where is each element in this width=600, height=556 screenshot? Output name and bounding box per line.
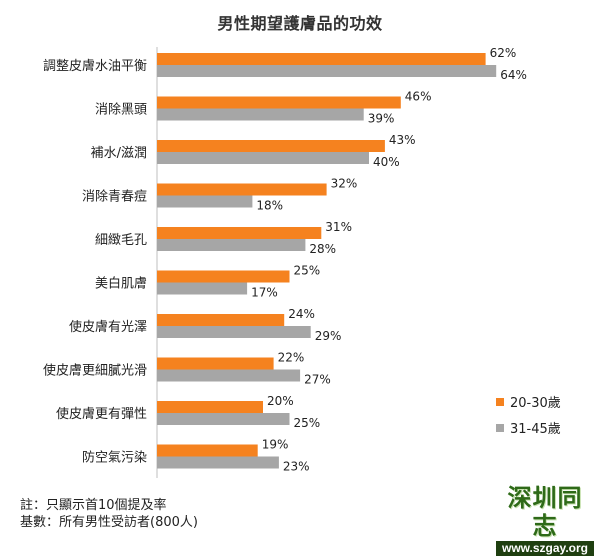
data-label: 28%: [309, 242, 336, 256]
bar-age-31-45: [157, 413, 290, 425]
data-label: 29%: [315, 329, 342, 343]
bar-age-31-45: [157, 326, 311, 338]
bar-age-31-45: [157, 108, 364, 121]
category-label: 防空氣污染: [82, 450, 147, 466]
bar-age-20-30: [157, 96, 401, 109]
bar-age-31-45: [157, 65, 497, 77]
data-label: 17%: [251, 286, 278, 300]
data-label: 18%: [256, 199, 283, 213]
watermark-name: 深圳同志: [507, 483, 583, 540]
data-label: 40%: [373, 155, 400, 169]
category-label: 補水/滋潤: [91, 146, 147, 161]
data-label: 19%: [262, 438, 289, 452]
category-label: 使皮膚更細膩光滑: [43, 363, 147, 379]
watermark-url: www.szgay.org: [496, 541, 594, 556]
bar-age-20-30: [157, 401, 263, 413]
footnote-top-10: 註：只顯示首10個提及率: [20, 498, 167, 513]
category-label: 美白肌膚: [95, 276, 147, 292]
data-label: 39%: [368, 112, 395, 126]
bar-age-31-45: [157, 456, 279, 469]
bar-age-20-30: [157, 183, 327, 196]
chart-container: 男性期望護膚品的功效 調整皮膚水油平衡 62% 64% 消除黑頭 46% 39% 補水/滋潤…: [20, 14, 594, 556]
data-label: 62%: [490, 46, 517, 60]
watermark-logo: 深圳同志 www.szgay.org: [496, 484, 594, 556]
chart-title: 男性期望護膚品的功效: [217, 14, 383, 33]
data-label: 25%: [294, 264, 321, 278]
data-label: 46%: [405, 90, 432, 104]
bar-age-20-30: [157, 53, 486, 65]
bar-age-31-45: [157, 369, 301, 382]
data-label: 22%: [278, 351, 305, 365]
data-label: 43%: [389, 133, 416, 147]
bar-age-31-45: [157, 195, 253, 208]
data-label: 31%: [325, 220, 352, 234]
data-label: 27%: [304, 373, 331, 387]
bar-age-31-45: [157, 282, 248, 295]
data-label: 32%: [331, 177, 358, 191]
category-label: 消除黑頭: [95, 103, 147, 118]
legend-label: 20-30歲: [510, 396, 561, 411]
footnote-base: 基數：所有男性受訪者(800人): [20, 515, 198, 530]
bar-age-20-30: [157, 140, 385, 152]
legend-swatch: [496, 424, 504, 432]
data-label: 20%: [267, 394, 294, 408]
legend-swatch: [496, 398, 504, 406]
category-label: 細緻毛孔: [95, 233, 147, 248]
data-label: 24%: [288, 307, 315, 321]
bar-chart: 調整皮膚水油平衡 62% 64% 消除黑頭 46% 39% 補水/滋潤 43% 40% 消除青春痘…: [43, 46, 561, 478]
category-label: 調整皮膚水油平衡: [43, 58, 147, 74]
bar-age-20-30: [157, 270, 290, 283]
category-label: 消除青春痘: [82, 190, 147, 205]
bar-age-20-30: [157, 357, 274, 370]
bar-age-20-30: [157, 444, 258, 457]
data-label: 23%: [283, 460, 310, 474]
data-label: 64%: [500, 68, 527, 82]
legend-label: 31-45歲: [510, 422, 561, 437]
category-label: 使皮膚更有彈性: [56, 406, 147, 422]
bar-age-31-45: [157, 239, 306, 251]
category-label: 使皮膚有光澤: [69, 319, 147, 335]
bar-age-20-30: [157, 227, 322, 239]
data-label: 25%: [294, 416, 321, 430]
bar-age-20-30: [157, 314, 285, 326]
bar-age-31-45: [157, 152, 369, 164]
